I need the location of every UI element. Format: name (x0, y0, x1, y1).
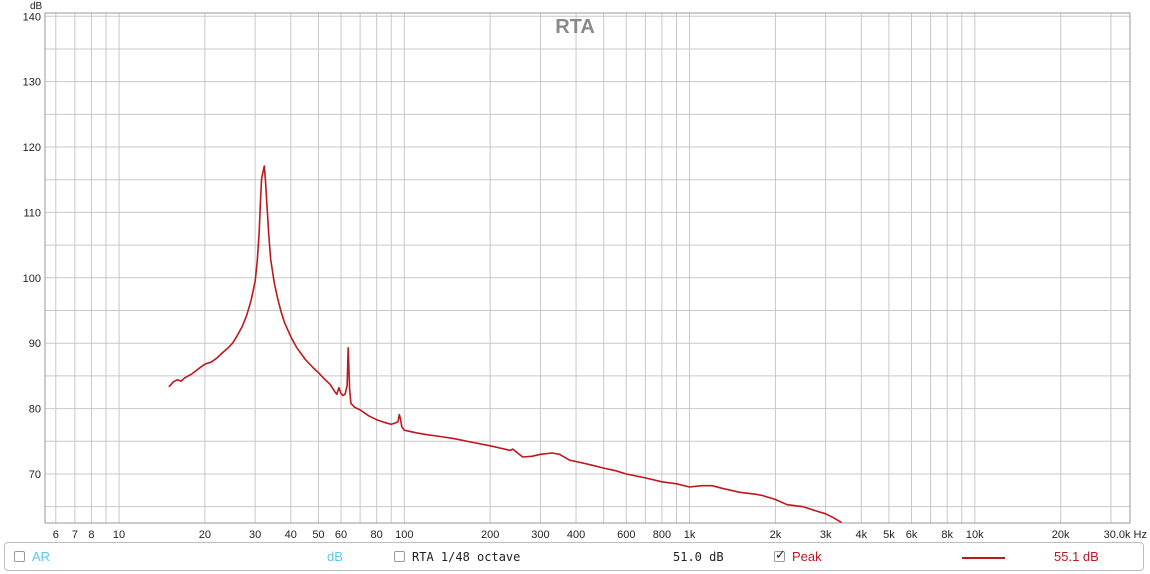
x-tick-label: 20k (1052, 529, 1070, 540)
y-tick-label: 80 (29, 404, 41, 416)
x-tick-label: 10k (966, 529, 984, 540)
x-tick-label: 100 (395, 529, 413, 540)
x-tick-label: 5k (883, 529, 895, 540)
y-axis-label: dB (30, 1, 43, 12)
x-tick-label: 6 (53, 529, 59, 540)
peak-value: 55.1 dB (1054, 549, 1099, 564)
x-tick-label: 2k (770, 529, 782, 540)
y-tick-label: 100 (23, 273, 41, 285)
plot-background (45, 13, 1130, 523)
x-tick-label: 40 (285, 529, 297, 540)
x-tick-label: 400 (567, 529, 585, 540)
rta-label[interactable]: RTA 1/48 octave (412, 550, 521, 564)
x-tick-label: 20 (199, 529, 211, 540)
series-layer (168, 165, 843, 524)
x-tick-label: 4k (855, 529, 867, 540)
rta-value: 51.0 dB (673, 550, 724, 564)
x-tick-label: 800 (653, 529, 671, 540)
x-axis-ticks: 6 7 8 10 20 30 40 50 60 80 100 200 300 400 600 800 1k 2k 3… (53, 529, 1147, 540)
x-tick-label: 300 (531, 529, 549, 540)
peak-checkbox[interactable] (774, 549, 786, 563)
x-tick-label: 30.0k Hz (1104, 529, 1147, 540)
units-selector[interactable]: dB (327, 549, 343, 564)
x-tick-label: 7 (72, 529, 78, 540)
x-tick-label: 10 (113, 529, 125, 540)
x-tick-label: 80 (371, 529, 383, 540)
y-tick-label: 70 (29, 469, 41, 481)
peak-label[interactable]: Peak (792, 549, 822, 564)
y-tick-label: 120 (23, 142, 41, 154)
rta-chart: 70 80 90 100 110 120 130 140 6 7 8 10 20 30 40 50 60 80 1… (23, 1, 1147, 540)
y-axis-ticks: 70 80 90 100 110 120 130 140 (23, 11, 41, 481)
y-tick-label: 90 (29, 338, 41, 350)
x-tick-label: 1k (684, 529, 696, 540)
ar-label[interactable]: AR (32, 549, 51, 564)
plot-frame (44, 12, 1131, 524)
chart-title: RTA (555, 16, 595, 38)
x-tick-label: 50 (312, 529, 324, 540)
y-tick-label: 110 (23, 207, 41, 219)
x-tick-label: 600 (617, 529, 635, 540)
grid (45, 13, 1130, 523)
x-tick-label: 3k (820, 529, 832, 540)
y-tick-label: 130 (23, 77, 41, 89)
x-tick-label: 6k (906, 529, 918, 540)
series-line-peak (168, 165, 843, 524)
legend-bar: AR dB RTA 1/48 octave 51.0 dB Peak 55.1 … (4, 542, 1144, 571)
x-tick-label: 8 (88, 529, 94, 540)
peak-line-swatch (962, 557, 1005, 559)
x-tick-label: 8k (941, 529, 953, 540)
x-tick-label: 60 (335, 529, 347, 540)
ar-checkbox[interactable] (14, 551, 25, 562)
y-tick-label: 140 (23, 11, 41, 23)
x-tick-label: 200 (481, 529, 499, 540)
rta-checkbox[interactable] (394, 551, 405, 562)
x-tick-label: 30 (249, 529, 261, 540)
